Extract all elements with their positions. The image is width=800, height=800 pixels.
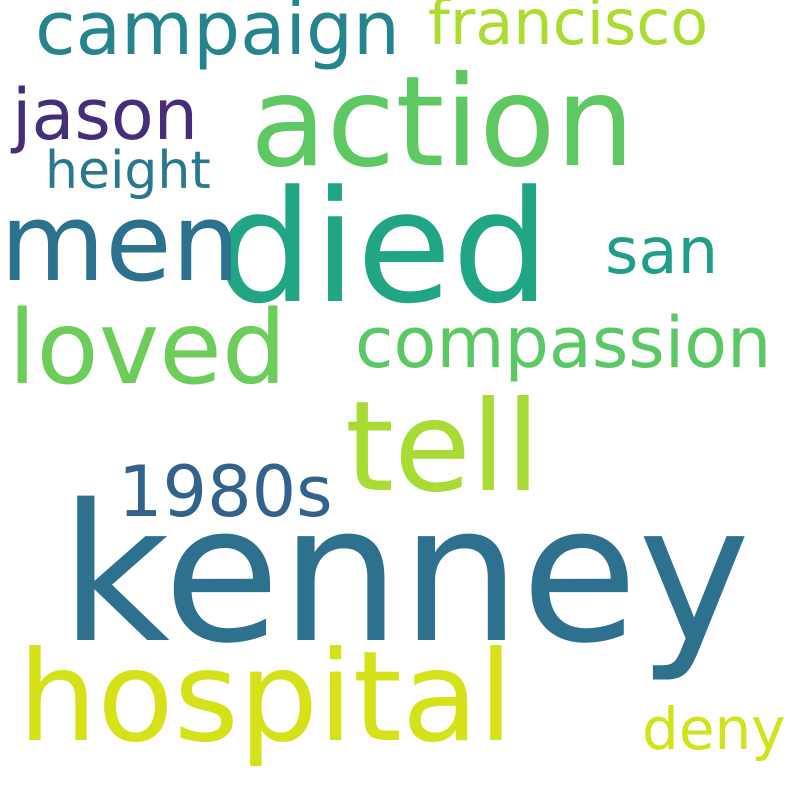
word-campaign: campaign — [35, 0, 400, 72]
word-san: san — [605, 215, 719, 289]
word-men: men — [0, 181, 241, 306]
word-loved: loved — [8, 289, 287, 408]
word-height: height — [45, 141, 211, 201]
word-hospital: hospital — [18, 625, 514, 770]
word-francisco: francisco — [428, 0, 709, 59]
word-action: action — [250, 50, 635, 195]
word-jason: jason — [12, 74, 199, 156]
word-compassion: compassion — [355, 302, 772, 384]
word-1980s: 1980s — [118, 451, 333, 533]
word-deny: deny — [642, 695, 786, 763]
word-kenney: kenney — [60, 464, 751, 685]
word-died: died — [215, 157, 551, 338]
word-tell: tell — [345, 375, 541, 520]
